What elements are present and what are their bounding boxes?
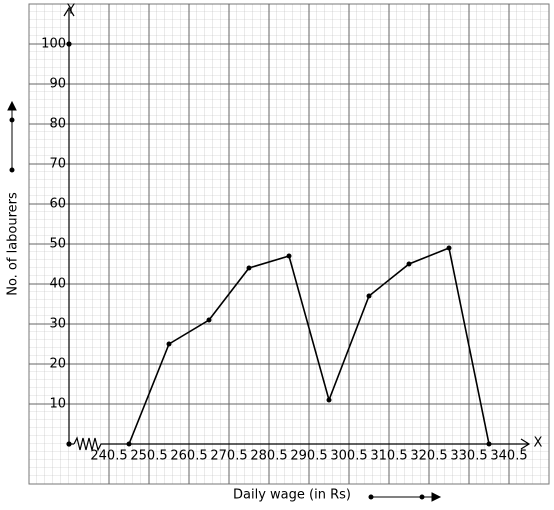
y-tick-label: 90 xyxy=(49,77,66,92)
point xyxy=(406,261,412,267)
x-tick-label: 320.5 xyxy=(410,449,447,464)
x-tick-label: 240.5 xyxy=(90,449,127,464)
y-tick-label: 20 xyxy=(49,357,66,372)
x-tick-label: 340.5 xyxy=(490,449,527,464)
point xyxy=(446,245,452,251)
point xyxy=(126,441,132,447)
point xyxy=(166,341,172,347)
y-tick-label: 50 xyxy=(49,237,66,252)
y-tick-label: 30 xyxy=(49,317,66,332)
y-axis-title: No. of labourers xyxy=(6,192,21,296)
point xyxy=(206,317,212,323)
axes xyxy=(63,6,531,452)
x-axis-name: X xyxy=(534,436,543,451)
x-tick-label: 310.5 xyxy=(370,449,407,464)
y-axis-name: Y xyxy=(66,3,75,18)
x-tick-label: 270.5 xyxy=(210,449,247,464)
x-tick-label: 290.5 xyxy=(290,449,327,464)
y-tick-label: 80 xyxy=(49,117,66,132)
x-arrow-decoration xyxy=(368,492,442,502)
y-arrow-decoration xyxy=(7,100,17,173)
polygon-line xyxy=(128,246,490,445)
x-tick-label: 330.5 xyxy=(450,449,487,464)
point xyxy=(286,253,292,259)
y-tick-label: 40 xyxy=(49,277,66,292)
point xyxy=(326,397,332,403)
point xyxy=(366,293,372,299)
y-tick-label: 100 xyxy=(41,37,66,52)
y-tick-label: 60 xyxy=(49,197,66,212)
point xyxy=(246,265,252,271)
x-tick-label: 260.5 xyxy=(170,449,207,464)
x-axis-title: Daily wage (in Rs) xyxy=(233,488,351,503)
x-tick-label: 250.5 xyxy=(130,449,167,464)
y-tick-label: 70 xyxy=(49,157,66,172)
y-tick-label: 10 xyxy=(49,397,66,412)
x-tick-label: 280.5 xyxy=(250,449,287,464)
point xyxy=(486,441,492,447)
x-tick-label: 300.5 xyxy=(330,449,367,464)
